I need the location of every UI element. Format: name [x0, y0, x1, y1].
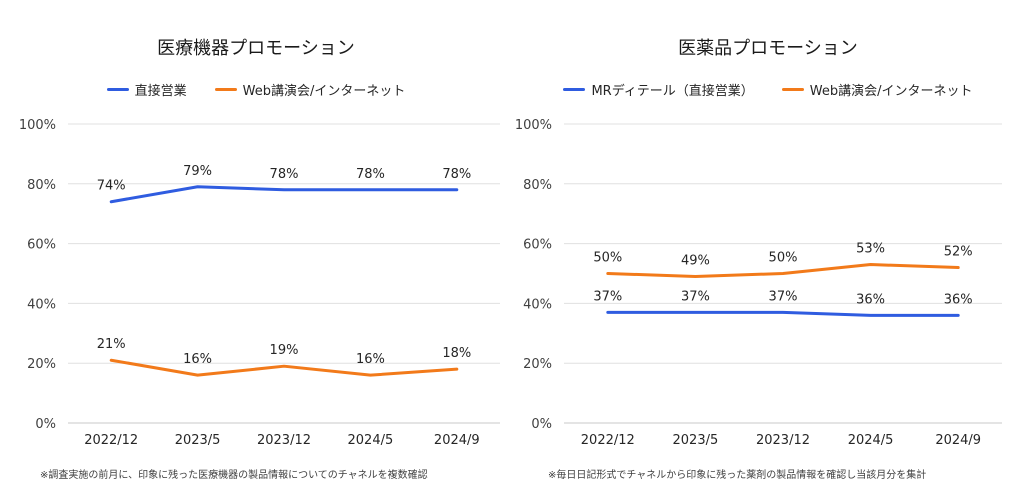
y-tick-label: 40% [27, 297, 56, 312]
x-tick-label: 2024/9 [434, 433, 480, 448]
legend-item-series-2: Web講演会/インターネット [214, 80, 406, 99]
chart-legend: MRディテール（直接営業） Web講演会/インターネット [512, 80, 1024, 99]
x-tick-label: 2023/5 [175, 433, 221, 448]
data-label: 52% [944, 245, 973, 260]
data-label: 37% [593, 289, 622, 304]
legend-swatch [781, 88, 804, 91]
data-label: 49% [681, 253, 710, 268]
x-tick-label: 2024/5 [848, 433, 894, 448]
x-tick-label: 2024/9 [935, 433, 981, 448]
data-label: 50% [593, 251, 622, 266]
legend-item-series-1: 直接営業 [106, 80, 187, 99]
data-label: 50% [769, 251, 798, 266]
chart-footnote: ※調査実施の前月に、印象に残った医療機器の製品情報についてのチャネルを複数確認 [40, 470, 428, 481]
x-tick-label: 2023/12 [257, 433, 311, 448]
data-label: 53% [856, 242, 885, 257]
legend-label: Web講演会/インターネット [809, 84, 973, 99]
legend-label: 直接営業 [134, 84, 187, 99]
data-label: 16% [356, 352, 385, 367]
data-label: 79% [183, 164, 212, 179]
y-tick-label: 100% [19, 118, 56, 133]
x-tick-label: 2023/5 [673, 433, 719, 448]
legend-label: Web講演会/インターネット [242, 84, 406, 99]
data-label: 36% [856, 292, 885, 307]
legend-item-series-1: MRディテール（直接営業） [563, 80, 754, 99]
series-line-2 [109, 358, 459, 377]
line-chart-medical-devices: 100% 80% 60% 40% 20% 0% 2022/12 2023/5 2023/12 20… [19, 118, 500, 448]
series-line-1 [606, 310, 960, 317]
data-label: 74% [97, 179, 126, 194]
chart-footnote: ※毎日日記形式でチャネルから印象に残った薬剤の製品情報を確認し当該月分を集計 [548, 470, 927, 481]
chart-title: 医療機器プロモーション [157, 38, 355, 59]
data-label: 19% [270, 343, 299, 358]
legend-swatch [106, 88, 129, 91]
data-label: 18% [442, 346, 471, 361]
data-label: 78% [356, 167, 385, 182]
legend-swatch [563, 88, 586, 91]
chart-panel-medical-devices: 医療機器プロモーション 直接営業 Web講演会/インターネット 100% 80% 6… [0, 38, 512, 481]
y-tick-label: 20% [27, 357, 56, 372]
x-tick-label: 2023/12 [756, 433, 810, 448]
legend-swatch [214, 88, 237, 91]
y-tick-label: 60% [27, 238, 56, 253]
chart-legend: 直接営業 Web講演会/インターネット [0, 80, 512, 99]
x-tick-label: 2022/12 [581, 433, 635, 448]
y-tick-label: 80% [523, 178, 552, 193]
chart-panel-pharmaceuticals: 医薬品プロモーション MRディテール（直接営業） Web講演会/インターネット … [512, 0, 1024, 492]
y-tick-label: 80% [27, 178, 56, 193]
legend-label: MRディテール（直接営業） [591, 84, 754, 99]
chart-title: 医薬品プロモーション [678, 38, 858, 59]
legend-item-series-2: Web講演会/インターネット [781, 80, 973, 99]
data-label: 78% [442, 167, 471, 182]
y-tick-label: 60% [523, 238, 552, 253]
x-tick-label: 2022/12 [84, 433, 138, 448]
line-chart-pharmaceuticals: 100% 80% 60% 40% 20% 0% 2022/12 2023/5 2023/12 20… [515, 118, 1002, 448]
y-tick-label: 0% [35, 417, 56, 432]
y-tick-label: 40% [523, 297, 552, 312]
x-tick-label: 2024/5 [348, 433, 394, 448]
series-line-2 [606, 263, 960, 278]
data-label: 21% [97, 337, 126, 352]
y-tick-label: 20% [523, 357, 552, 372]
y-tick-label: 100% [515, 118, 552, 133]
y-tick-label: 0% [531, 417, 552, 432]
data-label: 36% [944, 292, 973, 307]
series-line-1 [109, 185, 459, 204]
data-label: 37% [769, 289, 798, 304]
data-label: 16% [183, 352, 212, 367]
data-label: 37% [681, 289, 710, 304]
data-label: 78% [270, 167, 299, 182]
